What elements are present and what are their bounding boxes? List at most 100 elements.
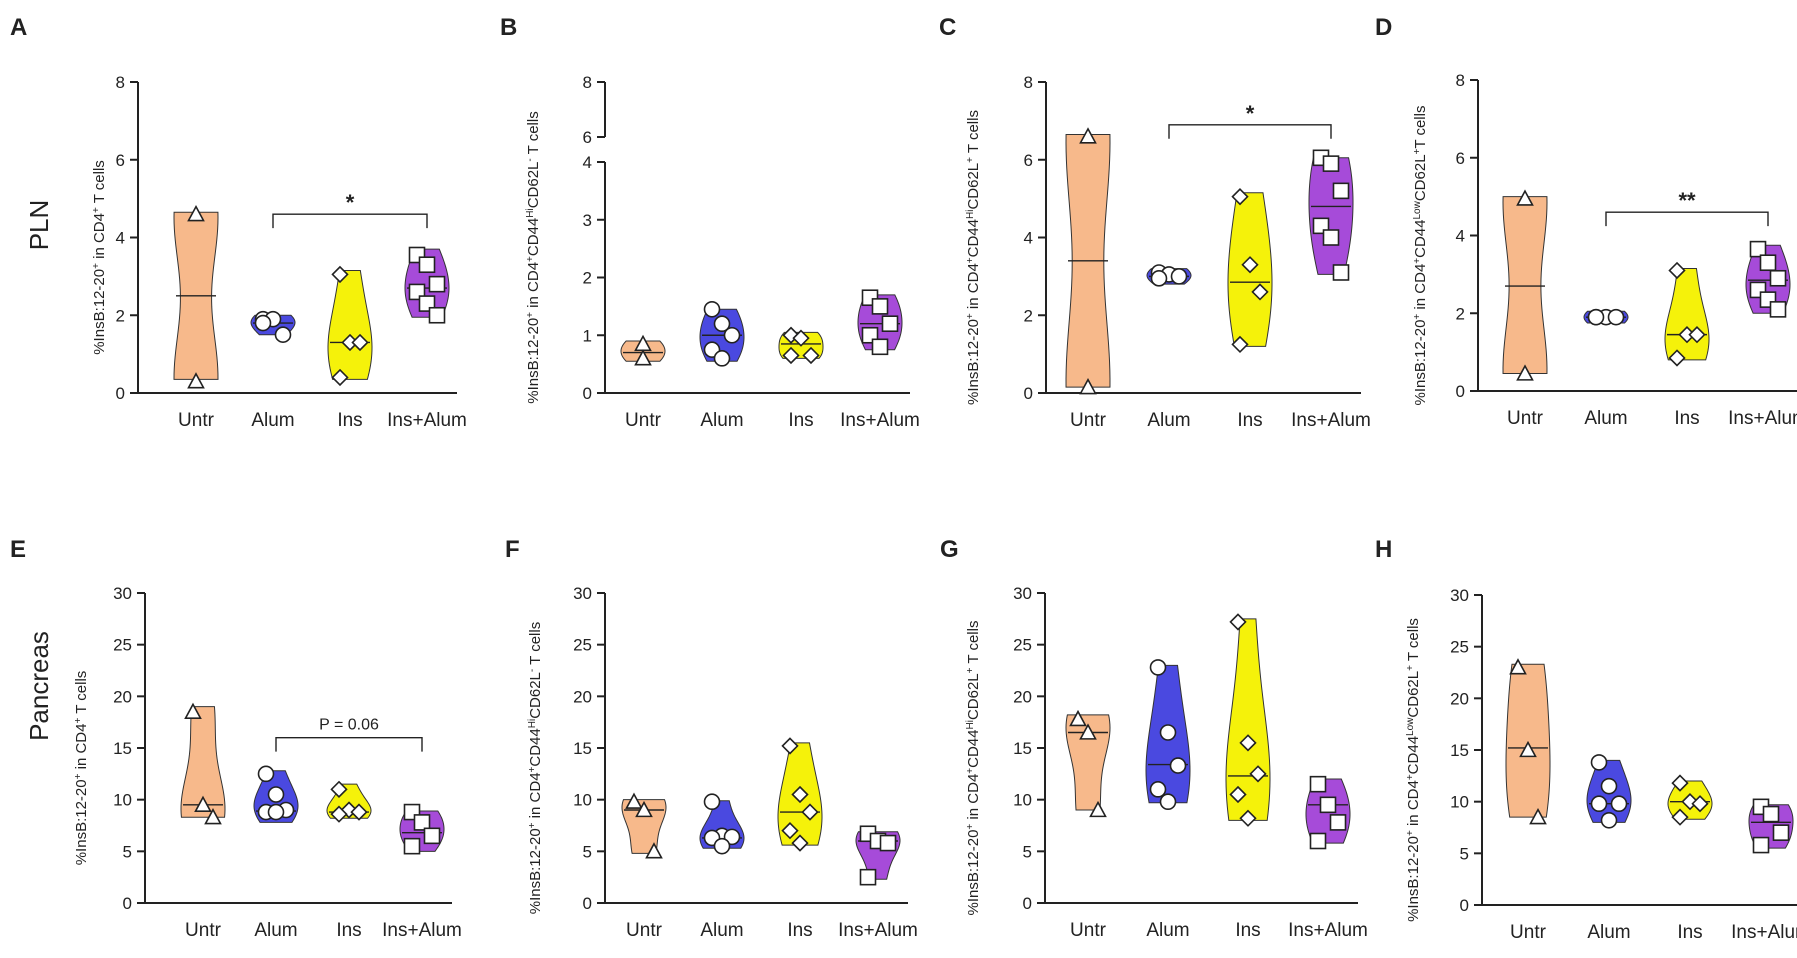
y-axis-label-part: Low xyxy=(1405,717,1416,736)
y-tick-label: 0 xyxy=(583,384,592,403)
y-tick-label: 20 xyxy=(1450,689,1469,708)
y-axis-label-part: + xyxy=(527,766,538,772)
y-tick-label: 2 xyxy=(1024,306,1033,325)
data-point xyxy=(1769,301,1787,318)
data-point xyxy=(1600,777,1618,795)
violin-body xyxy=(1308,157,1354,275)
y-axis-label-part: CD44 xyxy=(965,730,982,768)
violin-ins xyxy=(1225,613,1271,827)
data-point xyxy=(782,346,800,365)
y-axis-label-part: in CD4 xyxy=(527,772,544,822)
violin-alum xyxy=(699,300,745,367)
violin-ins xyxy=(1667,774,1713,826)
y-axis-label-part: T cells xyxy=(965,110,982,157)
y-axis-label: %InsB:12-20+ in CD4+CD44LowCD62L+T cells xyxy=(1412,106,1430,406)
violin-body xyxy=(1225,618,1271,821)
x-tick-label: Untr xyxy=(185,920,222,941)
y-axis-label-part: + xyxy=(73,773,84,779)
y-axis-label-part: CD62L xyxy=(965,163,982,210)
data-point xyxy=(330,805,348,823)
violin-untr xyxy=(1065,127,1111,395)
y-tick-label: 4 xyxy=(1456,227,1465,246)
violin-body xyxy=(1505,663,1551,818)
x-tick-label: Alum xyxy=(700,410,743,431)
data-point xyxy=(187,372,205,389)
x-tick-label: Untr xyxy=(1070,410,1107,431)
y-tick-label: 0 xyxy=(116,384,125,403)
y-tick-label: 0 xyxy=(123,894,132,913)
violin-ins xyxy=(327,265,373,387)
violin-alum xyxy=(1583,308,1629,326)
violin-alum xyxy=(1146,264,1192,287)
data-point xyxy=(713,315,731,333)
y-axis-label-part: + xyxy=(91,207,102,213)
y-axis-label: %InsB:12-20+ in CD4+CD44HiCD62L- T cells xyxy=(525,111,543,403)
panel-letter-f: F xyxy=(505,536,520,563)
y-axis-label-part: CD44 xyxy=(1412,220,1429,258)
data-point xyxy=(723,326,741,344)
row-label-pln: PLN xyxy=(24,200,54,251)
y-axis-label-part: + xyxy=(525,312,536,318)
violin-ins-alum xyxy=(857,289,903,356)
violin-body xyxy=(180,706,226,818)
data-point xyxy=(1691,795,1709,813)
data-point xyxy=(194,795,212,813)
y-tick-label: 0 xyxy=(1024,384,1033,403)
data-point xyxy=(1079,127,1097,144)
data-point xyxy=(1322,155,1340,172)
data-point xyxy=(1509,658,1527,675)
y-axis-label-part: + xyxy=(525,256,536,262)
data-point xyxy=(331,368,349,387)
violin-ins-alum xyxy=(1305,775,1351,850)
x-tick-label: Alum xyxy=(251,410,294,431)
data-point xyxy=(418,256,436,274)
y-tick-label: 6 xyxy=(1024,151,1033,170)
data-point xyxy=(187,204,205,222)
violin-ins-alum xyxy=(399,803,445,855)
data-point xyxy=(1079,377,1097,395)
data-point xyxy=(1229,785,1247,804)
y-tick-label: 20 xyxy=(113,687,132,706)
y-tick-label: 30 xyxy=(573,584,592,603)
data-point xyxy=(1762,805,1780,823)
data-point xyxy=(1249,765,1267,783)
data-point xyxy=(1149,659,1167,676)
row-label-pancreas: Pancreas xyxy=(24,631,54,741)
violin-body xyxy=(327,270,373,380)
y-axis-label-part: in CD4 xyxy=(1405,780,1422,830)
y-axis-label-part: CD44 xyxy=(965,219,982,257)
data-point xyxy=(703,300,721,318)
data-point xyxy=(413,814,431,831)
y-tick-label: 3 xyxy=(583,211,592,230)
y-axis-label-part: + xyxy=(1412,314,1423,320)
violin-untr xyxy=(620,334,666,366)
x-tick-label: Alum xyxy=(700,920,743,941)
violin-ins xyxy=(1664,261,1710,367)
y-axis-label-part: in CD4 xyxy=(91,213,108,263)
significance-label: * xyxy=(346,190,355,215)
data-point xyxy=(871,298,889,315)
y-tick-label: 5 xyxy=(123,842,132,861)
violin-body xyxy=(1502,196,1548,375)
data-point xyxy=(204,808,222,825)
data-point xyxy=(859,868,877,886)
y-tick-label: 25 xyxy=(113,636,132,655)
y-axis-label-part: in CD4 xyxy=(965,263,982,313)
y-tick-label: 0 xyxy=(1456,382,1465,401)
y-tick-label: 10 xyxy=(113,791,132,810)
y-tick-label: 15 xyxy=(1013,739,1032,758)
data-point xyxy=(1309,775,1327,793)
x-tick-label: Untr xyxy=(178,410,215,431)
data-point xyxy=(791,785,809,804)
y-tick-label: 0 xyxy=(1460,896,1469,915)
y-axis-label-part: + xyxy=(965,257,976,263)
violin-untr xyxy=(1505,658,1551,825)
data-point xyxy=(781,822,799,840)
x-tick-label: Ins+Alum xyxy=(1288,920,1368,941)
y-tick-label: 4 xyxy=(1024,229,1033,248)
x-tick-label: Untr xyxy=(626,920,663,941)
